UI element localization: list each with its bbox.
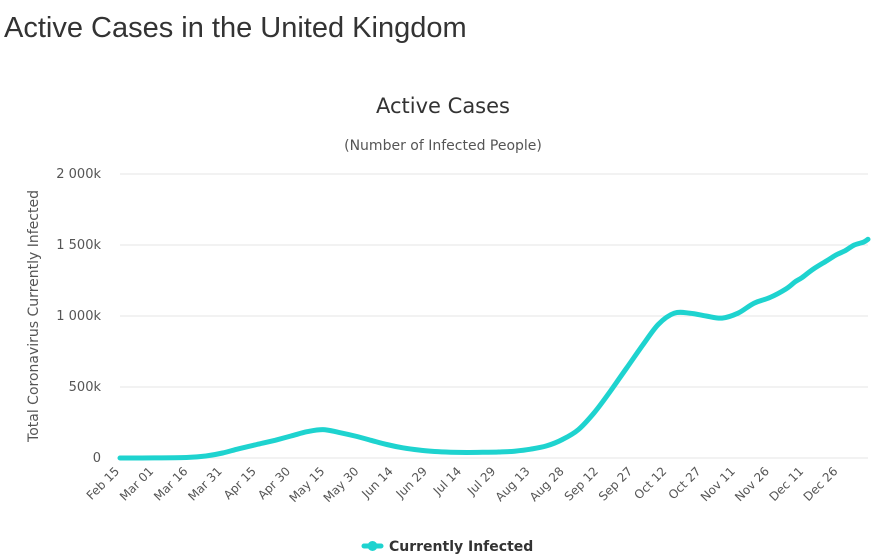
y-axis-label: Total Coronavirus Currently Infected (26, 190, 42, 443)
x-tick-label: Mar 01 (117, 464, 156, 503)
y-tick-label: 1 500k (56, 238, 101, 253)
x-tick-label: Mar 31 (185, 464, 224, 503)
x-tick-label: Oct 27 (666, 464, 704, 502)
x-tick-label: Apr 15 (221, 464, 259, 502)
y-tick-label: 0 (93, 451, 101, 466)
series-layer (117, 236, 871, 461)
y-tick-label: 2 000k (56, 167, 101, 182)
chart-title: Active Cases (376, 94, 510, 118)
x-tick-label: Jul 14 (430, 464, 464, 498)
x-tick-label: Nov 26 (732, 464, 772, 504)
y-tick-label: 500k (69, 380, 102, 395)
y-axis-ticks: 0 500k 1 000k 1 500k 2 000k (56, 167, 101, 466)
x-tick-label: Sep 12 (562, 464, 601, 503)
x-tick-label: Dec 26 (801, 464, 841, 504)
grid-lines (120, 173, 868, 459)
series-line-currently-infected[interactable] (117, 236, 871, 461)
x-tick-label: May 30 (321, 464, 362, 505)
x-tick-label: Aug 28 (527, 464, 567, 504)
x-tick-label: Sep 27 (596, 464, 635, 503)
x-tick-label: Dec 11 (766, 464, 806, 504)
legend-marker-currently-infected (367, 541, 378, 551)
x-tick-label: Jun 14 (358, 464, 395, 501)
page-title: Active Cases in the United Kingdom (4, 12, 467, 44)
x-tick-label: Mar 16 (151, 464, 190, 503)
x-tick-label: Oct 12 (631, 464, 669, 502)
legend-item-currently-infected[interactable]: Currently Infected (389, 539, 533, 555)
y-tick-label: 1 000k (56, 309, 101, 324)
x-tick-label: May 15 (286, 464, 327, 505)
x-tick-label: Jun 29 (393, 464, 430, 501)
x-tick-label: Nov 11 (698, 464, 738, 504)
x-tick-label: Feb 15 (84, 464, 122, 502)
chart-subtitle: (Number of Infected People) (344, 138, 542, 154)
legend[interactable]: Currently Infected (361, 539, 533, 555)
x-tick-label: Aug 13 (493, 464, 533, 504)
